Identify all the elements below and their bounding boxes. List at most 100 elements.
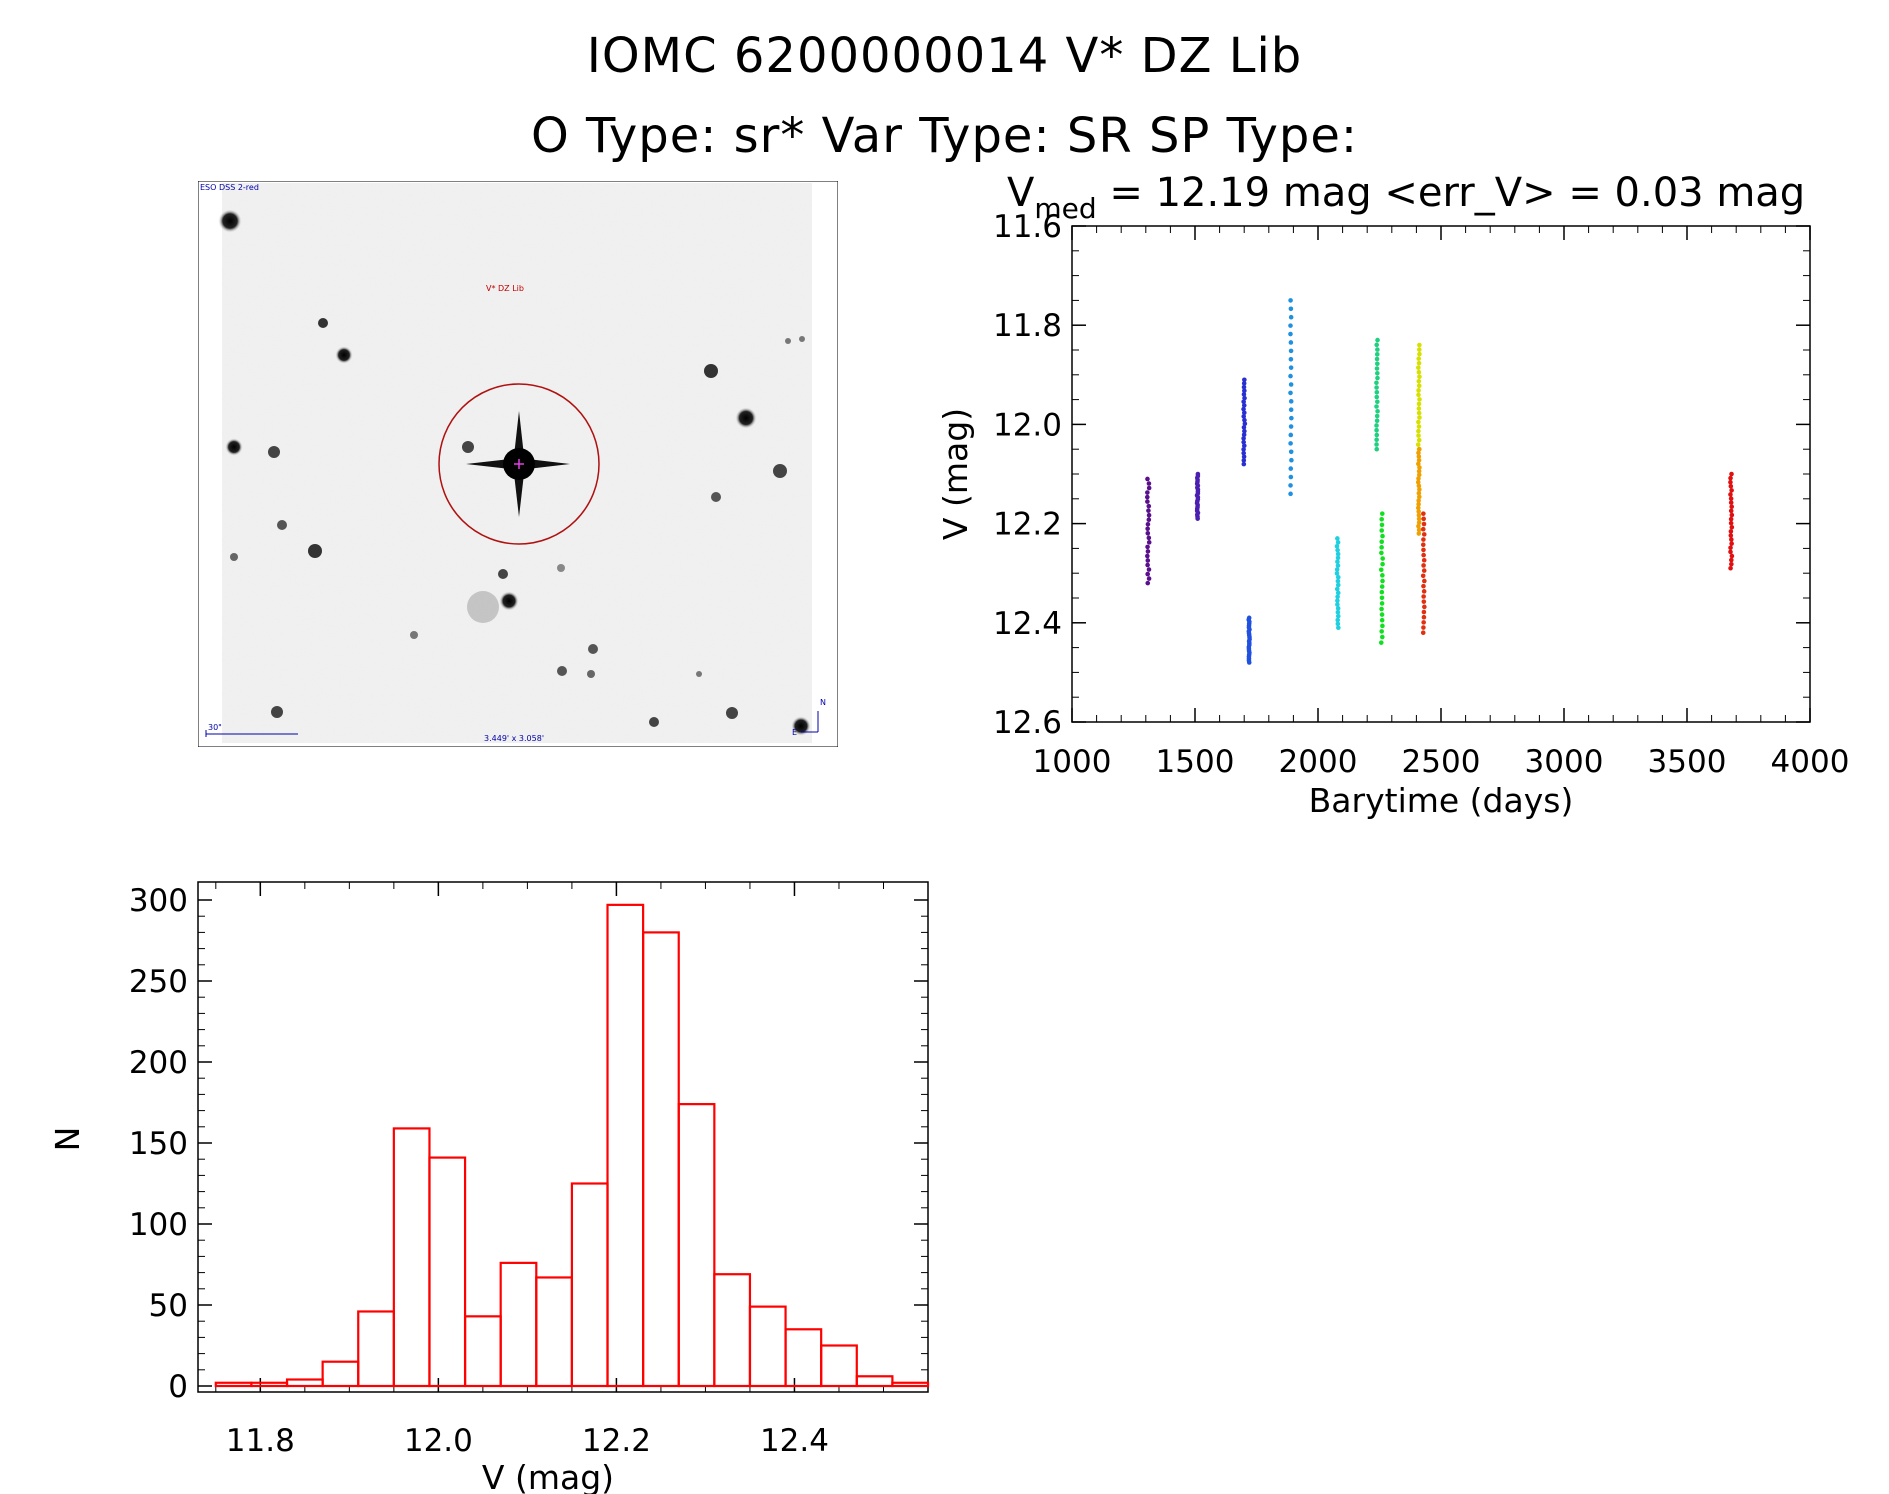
light-curve-point [1374, 385, 1379, 390]
light-curve-point [1242, 377, 1247, 383]
light-curve-point [1416, 461, 1421, 467]
histogram-bar [499, 1261, 538, 1388]
light-curve-point [1379, 601, 1385, 606]
svg-text:E: E [792, 728, 797, 737]
light-curve-point [1421, 620, 1426, 625]
light-curve-point [1374, 427, 1379, 433]
light-curve-point [1422, 604, 1427, 610]
light-curve-point [1335, 621, 1341, 627]
histogram-y-tick-label: 300 [129, 883, 188, 919]
light-curve-point [1145, 580, 1151, 586]
light-curve-point [1288, 382, 1294, 387]
light-curve-x-tick-label: 2000 [1279, 744, 1358, 780]
light-curve-point [1416, 476, 1421, 481]
histogram-bar [784, 1328, 823, 1388]
light-curve-point [1416, 410, 1422, 416]
histogram-bar [891, 1381, 930, 1388]
light-curve-point [1728, 565, 1733, 571]
light-curve-point [1335, 563, 1341, 568]
light-curve-point [1288, 432, 1294, 438]
light-curve-point [1241, 406, 1246, 412]
field-stars [218, 209, 811, 736]
light-curve-point [1416, 428, 1421, 434]
light-curve-point [1145, 499, 1150, 504]
light-curve-point [1335, 559, 1340, 565]
light-curve-point [1335, 536, 1340, 541]
light-curve-point [1379, 511, 1385, 516]
light-curve-point [1728, 483, 1734, 489]
light-curve-point [1417, 487, 1422, 492]
light-curve-point [1417, 397, 1422, 402]
light-curve-point [1416, 531, 1422, 536]
histogram-y-tick-label: 100 [129, 1207, 188, 1243]
light-curve-point [1335, 574, 1341, 580]
light-curve-point [1416, 378, 1422, 384]
light-curve-point [1421, 589, 1427, 594]
light-curve-point [1288, 407, 1294, 413]
light-curve-point [1374, 446, 1380, 452]
light-curve-point [1420, 526, 1426, 532]
light-curve-point [1146, 508, 1151, 513]
light-curve-point [1242, 428, 1247, 434]
light-curve-point [1421, 614, 1427, 620]
light-curve-point [1729, 561, 1734, 567]
light-curve-point [1416, 406, 1422, 411]
light-curve-point [1246, 660, 1252, 665]
light-curve-point [1379, 589, 1385, 595]
light-curve-point [1374, 442, 1379, 447]
light-curve-point [1729, 488, 1734, 493]
light-curve-point [1375, 399, 1380, 405]
light-curve-point [1421, 625, 1426, 630]
light-curve-point [1242, 421, 1248, 427]
light-curve-point [1335, 540, 1341, 545]
light-curve-point [1374, 342, 1380, 348]
light-curve-point [1416, 365, 1421, 370]
histogram-frame [197, 881, 929, 1393]
light-curve-point [1421, 583, 1426, 589]
light-curve-point [1241, 454, 1247, 460]
light-curve-point [1417, 351, 1422, 357]
light-curve-point [1289, 457, 1294, 463]
light-curve-point [1379, 629, 1384, 634]
light-curve-point [1379, 528, 1385, 533]
light-curve-point [1416, 454, 1422, 459]
light-curve-point [1728, 533, 1734, 538]
light-curve-point [1145, 476, 1150, 482]
light-curve-point [1728, 520, 1734, 526]
histogram-y-tick-label: 250 [129, 964, 188, 1000]
light-curve-point [1380, 533, 1385, 539]
light-curve-point [1145, 526, 1150, 532]
histogram-y-tick-label: 0 [168, 1369, 188, 1405]
light-curve-point [1728, 479, 1733, 485]
light-curve-series-g7 [1374, 337, 1380, 452]
target-label: V* DZ Lib [486, 284, 524, 293]
light-curve-point [1335, 594, 1340, 600]
light-curve-point [1728, 500, 1734, 505]
histogram-y-tick-label: 150 [129, 1126, 188, 1162]
histogram-x-tick-label: 12.0 [404, 1423, 473, 1459]
svg-text:N: N [820, 698, 826, 707]
light-curve-point [1379, 612, 1385, 617]
light-curve-point [1288, 298, 1293, 303]
light-curve-point [1729, 541, 1734, 546]
light-curve-series-g10 [1415, 446, 1422, 536]
light-curve-point [1374, 394, 1380, 400]
light-curve-point [1288, 331, 1293, 337]
light-curve-point [1374, 413, 1380, 419]
light-curve-point [1146, 535, 1152, 541]
light-curve-point [1416, 498, 1421, 503]
light-curve-point [1416, 468, 1422, 474]
light-curve-point [1416, 437, 1422, 443]
light-curve-point [1374, 366, 1380, 371]
light-curve-point [1417, 415, 1422, 420]
light-curve-point [1288, 306, 1294, 312]
light-curve-x-tick-label: 3500 [1648, 744, 1727, 780]
light-curve-point [1334, 567, 1340, 572]
light-curve-point [1375, 375, 1380, 381]
light-curve-point [1378, 640, 1384, 645]
histogram-bar [748, 1305, 787, 1388]
object-type-line: O Type: sr* Var Type: SR SP Type: [530, 108, 1359, 164]
light-curve-point [1416, 501, 1421, 507]
light-curve-point [1334, 543, 1340, 549]
light-curve-point [1417, 374, 1422, 380]
